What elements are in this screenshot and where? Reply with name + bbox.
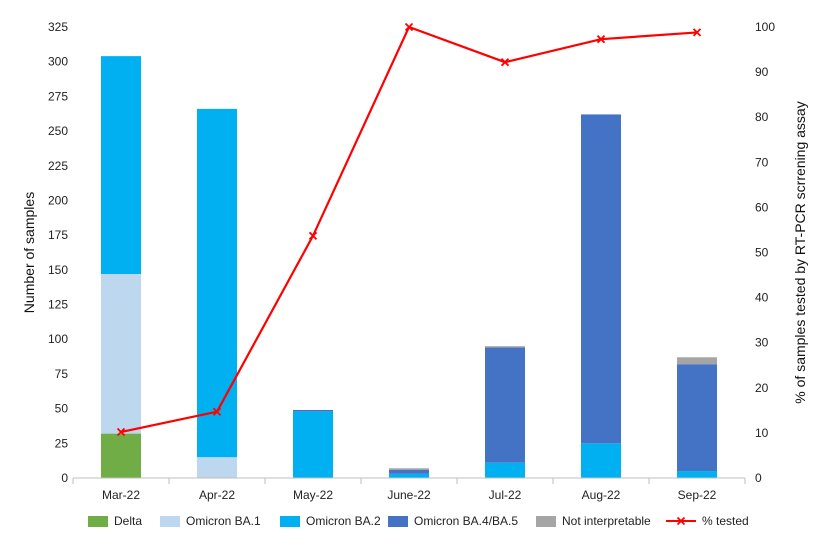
legend-swatch-1 [160,516,180,527]
bar-3-6 [677,364,717,472]
bar-2-6 [677,471,717,478]
bar-4-3 [389,468,429,470]
bar-layer [101,56,717,478]
y2-tick-label-3: 30 [755,336,769,350]
y-tick-label-3: 75 [55,367,69,381]
y-tick-label-6: 150 [48,263,68,277]
x-tick-label-0: Mar-22 [102,488,140,502]
bar-2-2 [293,411,333,478]
bar-2-1 [197,108,237,458]
legend-marker-b [676,516,686,526]
bar-2-5 [581,443,621,478]
line-point-4-stroke-b [500,58,510,67]
bar-3-5 [581,114,621,444]
legend-swatch-3 [388,516,408,527]
line-point-3 [404,22,414,32]
y-tick-label-7: 175 [48,228,68,242]
y2-tick-label-4: 40 [755,291,769,305]
y-tick-label-1: 25 [55,436,69,450]
x-tick-label-3: June-22 [387,488,431,502]
y-tick-label-8: 200 [48,193,68,207]
x-tick-label-4: Jul-22 [489,488,522,502]
bar-2-0 [101,56,141,275]
y2-tick-label-5: 50 [755,246,769,260]
y-axis-title: Number of samples [21,192,37,313]
legend-swatch-4 [536,516,556,527]
bar-3-2 [293,410,333,412]
bar-4-6 [677,357,717,365]
y-tick-label-11: 275 [48,89,68,103]
legend-label-1: Omicron BA.1 [186,514,261,528]
line-point-2-stroke-b [308,231,318,240]
legend-label-tested: % tested [702,514,749,528]
line-point-3-stroke-b [404,22,414,32]
axes-layer: Mar-22 Apr-22 May-22 June-22 Jul-22 Aug-22 Sep… [21,20,808,502]
line-point-6-stroke-b [692,28,702,37]
legend-label-4: Not interpretable [562,514,651,528]
legend-label-2: Omicron BA.2 [306,514,381,528]
line-point-5-stroke-b [596,35,606,44]
y-tick-label-13: 325 [48,20,68,34]
x-tick-label-6: Sep-22 [678,488,717,502]
bar-3-3 [389,469,429,474]
y-tick-label-0: 0 [61,471,68,485]
y-tick-label-9: 225 [48,159,68,173]
line-point-1 [212,407,222,416]
line-layer [116,22,702,437]
y2-tick-label-8: 80 [755,110,769,124]
bar-1-1 [197,457,237,478]
line-point-6 [692,28,702,37]
y2-tick-label-9: 90 [755,65,769,79]
x-tick-label-2: May-22 [293,488,333,502]
bar-2-4 [485,462,525,478]
bar-0-0 [101,433,141,478]
line-point-5 [596,35,606,44]
y2-axis-title: % of samples tested by RT-PCR scrrening … [792,101,808,403]
line-point-4 [500,58,510,67]
bar-2-3 [389,473,429,478]
bar-3-4 [485,347,525,463]
legend-label-0: Delta [114,514,142,528]
x-tick-label-1: Apr-22 [199,488,235,502]
y-tick-label-5: 125 [48,298,68,312]
y2-tick-label-6: 60 [755,200,769,214]
line-point-1-stroke-b [212,407,222,416]
bar-4-4 [485,346,525,348]
y-tick-label-10: 250 [48,124,68,138]
x-tick-label-5: Aug-22 [582,488,621,502]
y2-tick-label-10: 100 [755,20,775,34]
line-point-0-stroke-b [116,427,126,437]
y-tick-label-4: 100 [48,332,68,346]
y2-tick-label-2: 20 [755,381,769,395]
y-tick-label-12: 300 [48,55,68,69]
bar-1-0 [101,274,141,434]
y-tick-label-2: 50 [55,402,69,416]
y2-tick-label-7: 70 [755,155,769,169]
legend-label-3: Omicron BA.4/BA.5 [414,514,518,528]
y2-tick-label-1: 10 [755,426,769,440]
y2-tick-label-0: 0 [755,471,762,485]
line-point-2 [308,231,318,240]
legend-swatch-2 [280,516,300,527]
legend: Delta Omicron BA.1 Omicron BA.2 Omicron BA.… [88,514,749,528]
legend-swatch-0 [88,516,108,527]
line-point-0 [116,427,126,437]
